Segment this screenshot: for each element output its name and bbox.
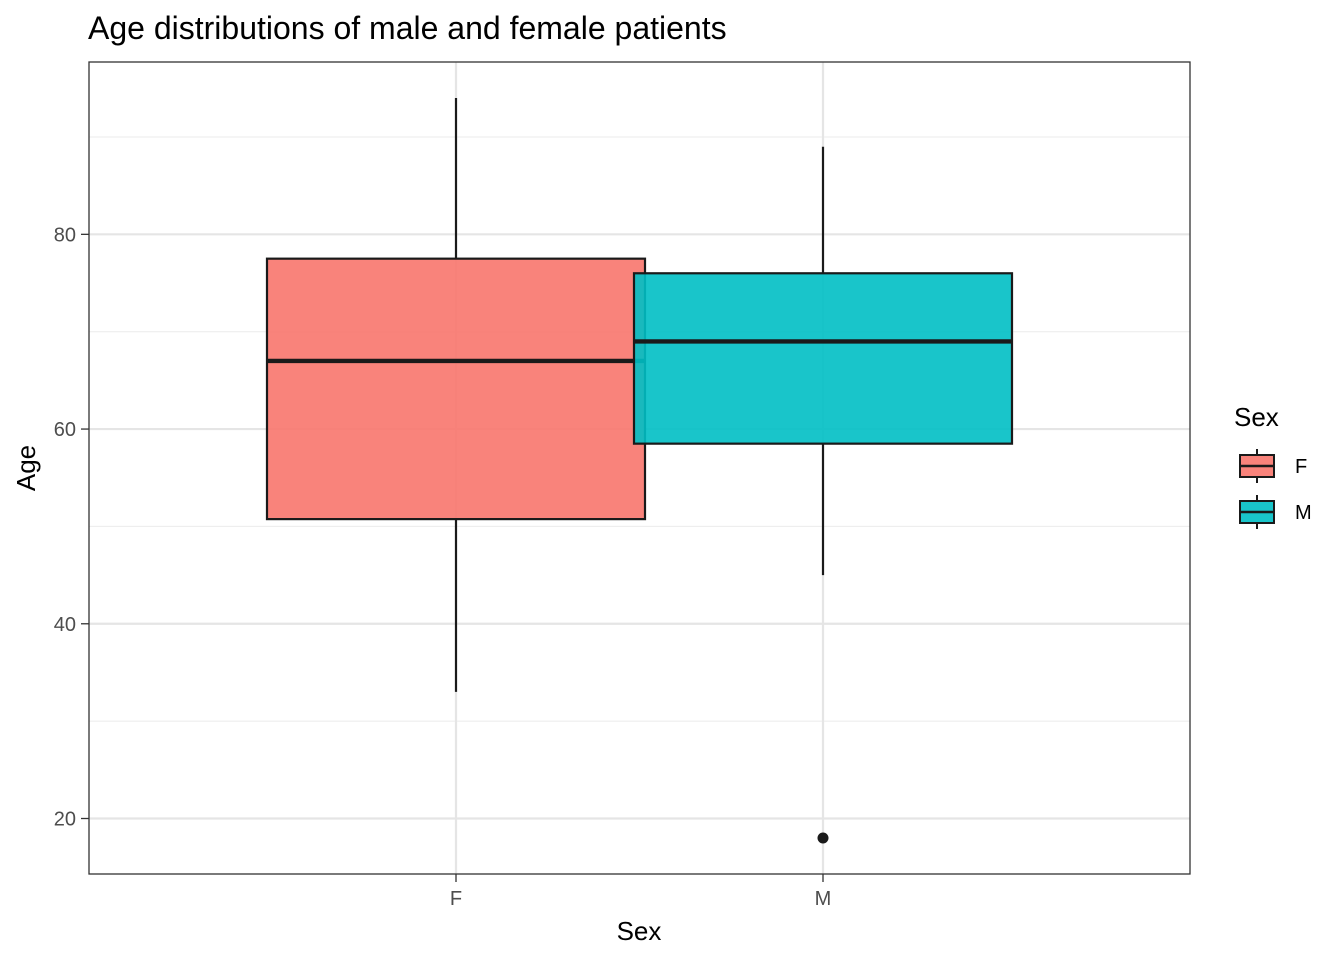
y-tick-label: 60 xyxy=(54,419,76,441)
box-iqr xyxy=(265,257,647,521)
legend-items: FM xyxy=(1239,449,1312,529)
plot-panel xyxy=(88,61,1191,875)
boxes xyxy=(265,98,1014,844)
legend-key-M: M xyxy=(1239,495,1312,529)
y-tick-label: 80 xyxy=(54,224,76,246)
legend-label: F xyxy=(1295,456,1307,478)
legend: Sex FM xyxy=(1234,402,1312,529)
y-axis: 20 40 60 80 xyxy=(54,224,89,831)
legend-title: Sex xyxy=(1234,402,1279,432)
legend-label: M xyxy=(1295,502,1312,524)
x-tick-label: M xyxy=(815,888,832,910)
outlier-point xyxy=(817,832,829,844)
y-tick-label: 20 xyxy=(54,809,76,831)
chart-title: Age distributions of male and female pat… xyxy=(88,10,727,46)
legend-key-F: F xyxy=(1239,449,1307,483)
panel-border xyxy=(88,61,1191,875)
y-tick-label: 40 xyxy=(54,614,76,636)
x-axis-title: Sex xyxy=(617,916,662,946)
box-F xyxy=(265,98,647,692)
x-tick-label: F xyxy=(450,888,462,910)
y-axis-title: Age xyxy=(11,445,41,491)
box-M xyxy=(632,146,1014,844)
box-iqr xyxy=(632,272,1014,445)
